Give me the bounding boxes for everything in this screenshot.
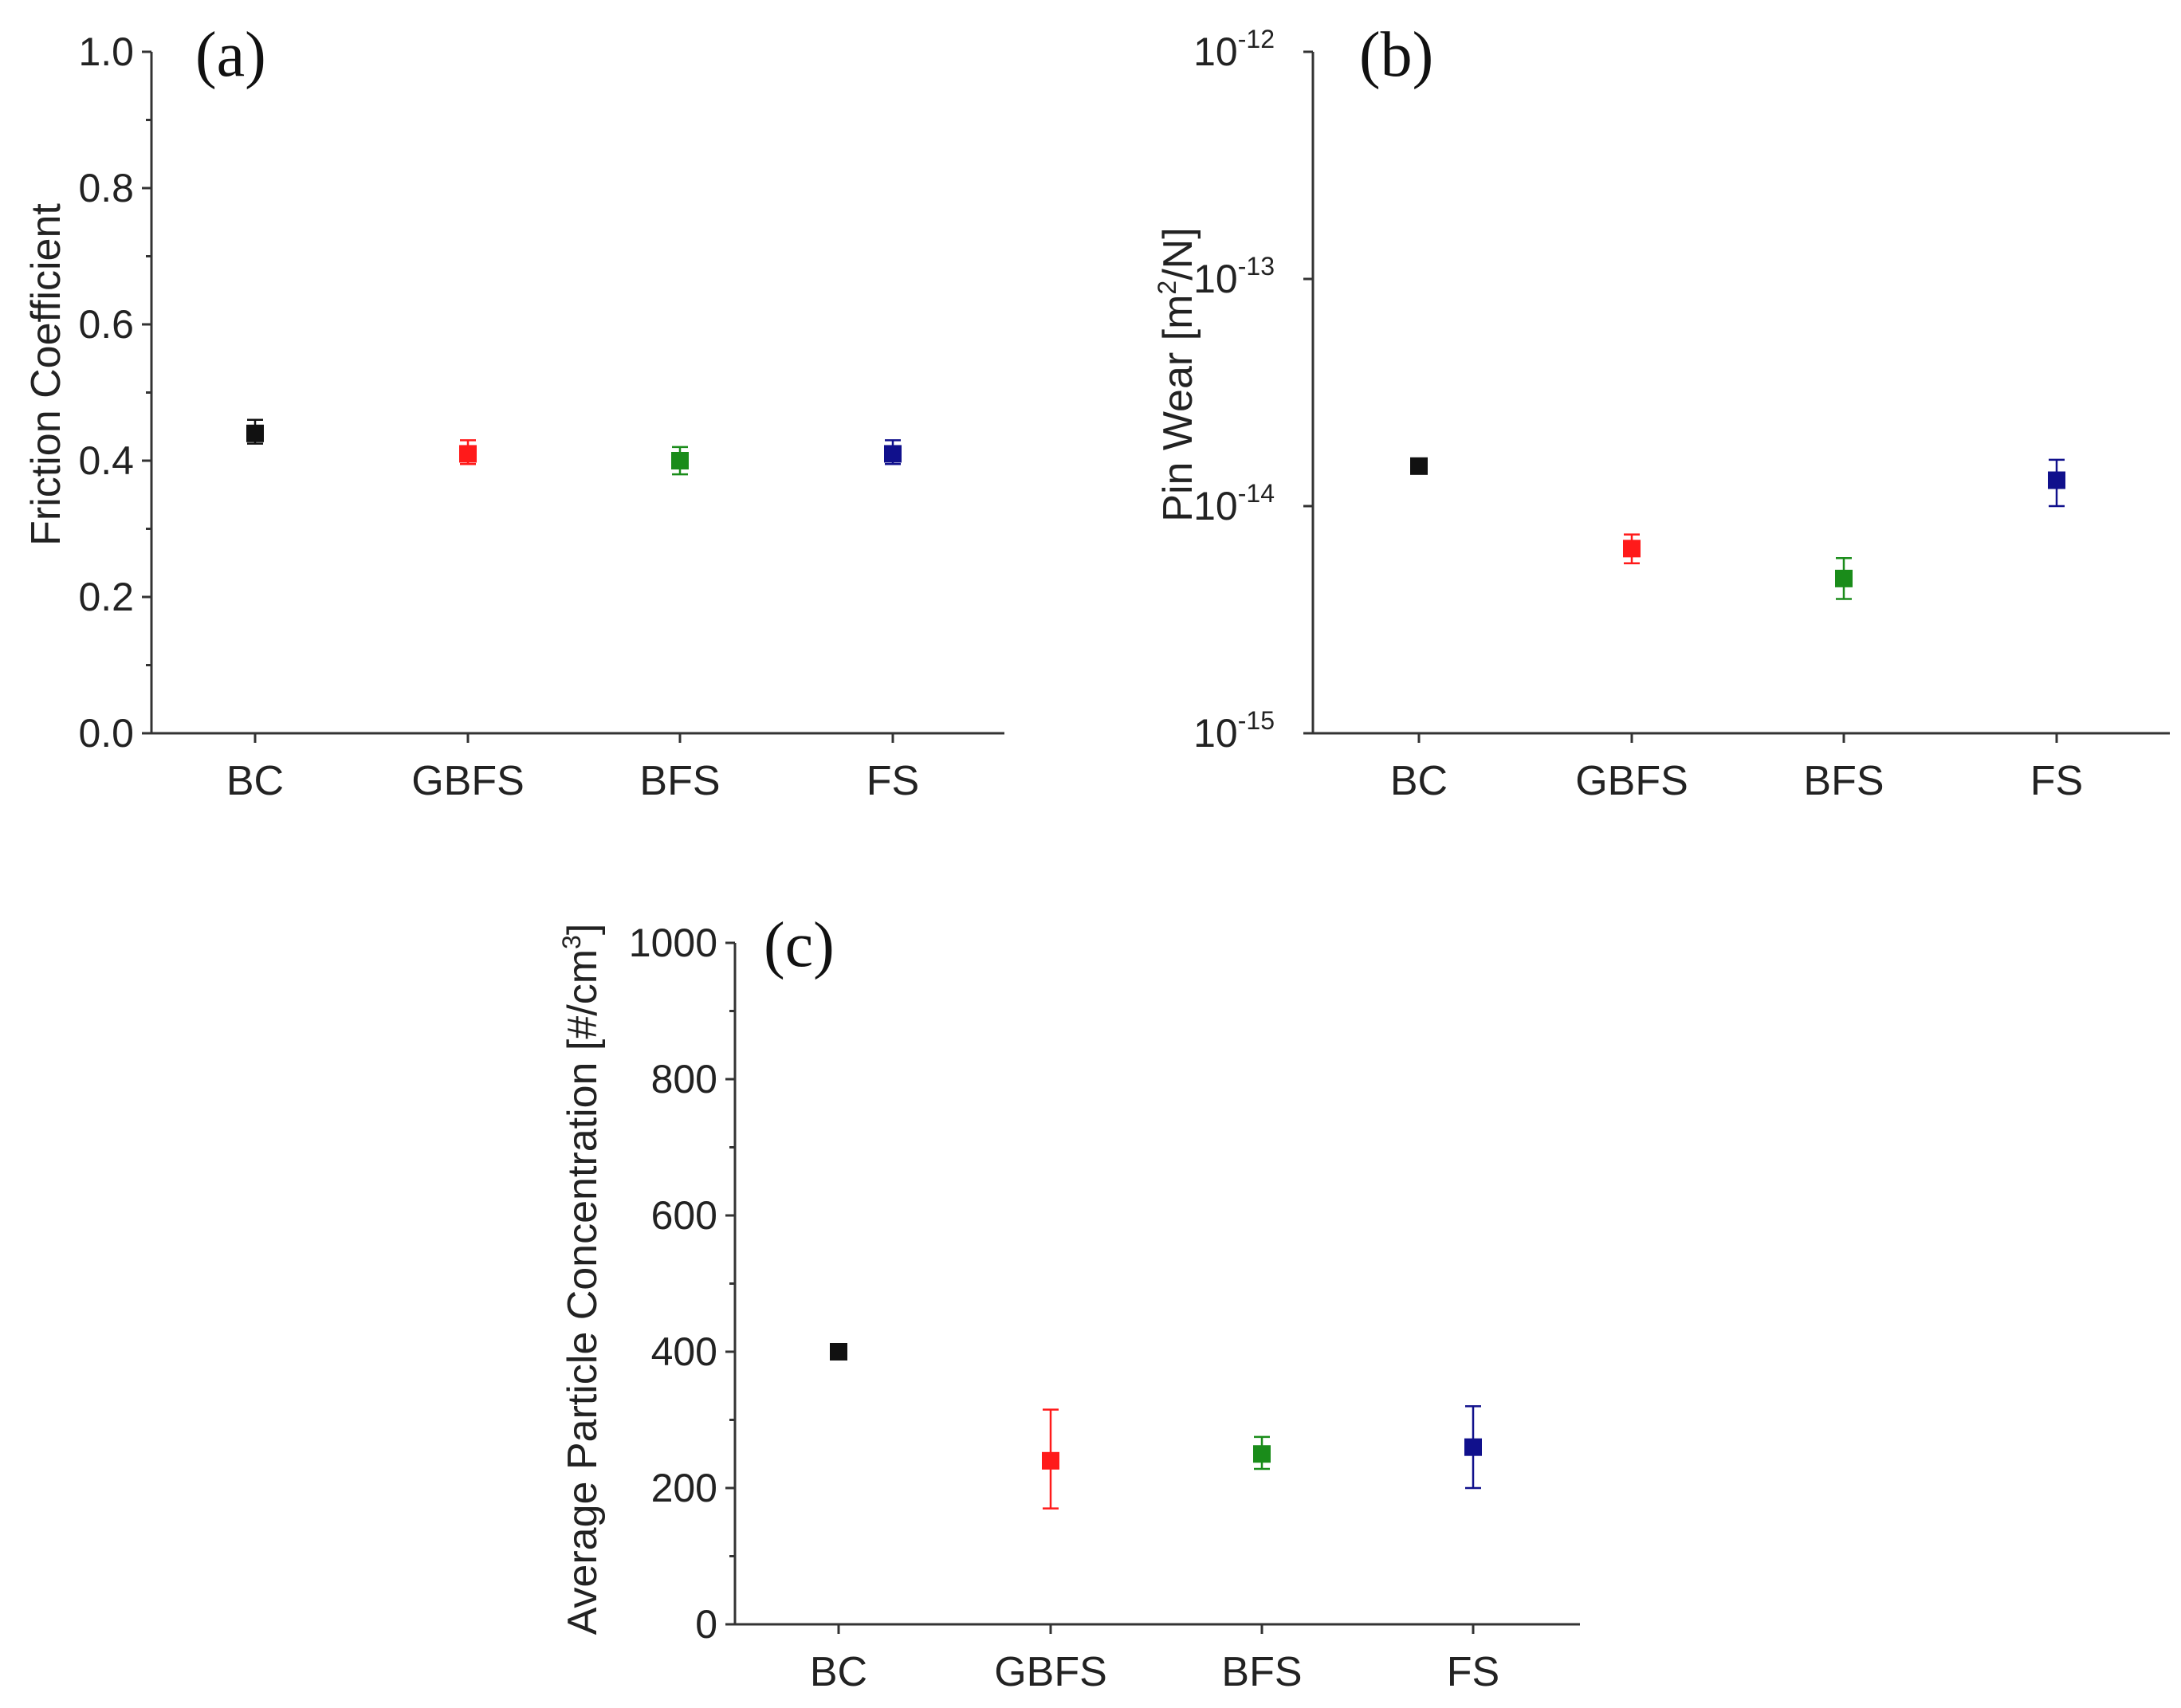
panel-c-y-tick-label: 800	[651, 1057, 717, 1101]
panel-c-point-bc	[830, 1343, 847, 1361]
panel-a-y-tick-label: 1.0	[78, 29, 134, 74]
panel-a-y-tick-label: 0.2	[78, 575, 134, 619]
panel-c-category-label: BFS	[1221, 1649, 1302, 1695]
panel-c-category-label: FS	[1447, 1649, 1499, 1695]
panel-b-category-label: BFS	[1803, 758, 1884, 804]
panel-b-y-axis-title-sup: 2	[1153, 281, 1181, 295]
panel-c-point-gbfs	[1042, 1451, 1059, 1470]
panel-c-particle-concentration-chart: (c) Average Particle Concentration [#/cm…	[557, 910, 1580, 1695]
panel-c-x-categories: BC GBFS BFS FS	[810, 1624, 1499, 1695]
panel-c-category-label: GBFS	[994, 1649, 1107, 1695]
panel-c-data-points	[830, 1343, 1482, 1510]
panel-c-point-bfs	[1253, 1445, 1271, 1463]
panel-b-y-tick-base: 10	[1193, 257, 1238, 301]
panel-a-y-tick-label: 0.4	[78, 438, 134, 483]
panel-b-y-tick-base: 10	[1193, 711, 1238, 756]
panel-c-y-tick-label: 600	[651, 1193, 717, 1238]
panel-b-label: (b)	[1359, 20, 1433, 90]
panel-a-category-label: BFS	[639, 758, 720, 804]
panel-a-category-label: BC	[226, 758, 284, 804]
panel-b-y-tick-exponent: -13	[1238, 252, 1275, 281]
panel-b-x-categories: BC GBFS BFS FS	[1390, 733, 2083, 804]
panel-b-category-label: FS	[2030, 758, 2083, 804]
panel-a-data-points	[246, 418, 902, 476]
panel-a-point-bfs	[671, 452, 689, 469]
panel-a-point-fs	[884, 445, 902, 463]
panel-c-y-tick-label: 1000	[629, 921, 717, 965]
panel-b-pin-wear-chart: (b) Pin Wear [m2/N] 10-1510-1410-1310-12…	[1153, 20, 2170, 804]
panel-a-y-axis-title: Friction Coefficient	[23, 203, 69, 546]
panel-c-label: (c)	[764, 910, 835, 980]
panel-b-y-axis-title-tail: /N]	[1155, 227, 1201, 280]
panel-b-y-tick-exponent: -12	[1238, 25, 1275, 53]
panel-c-y-axis-title-main: Average Particle Concentration [#/cm	[560, 949, 606, 1635]
panel-c-y-tick-label: 400	[651, 1329, 717, 1374]
panel-b-y-axis-title-main: Pin Wear [m	[1155, 295, 1201, 522]
panel-b-y-tick-base: 10	[1193, 29, 1238, 74]
panel-c-y-ticks: 0 200 400 600 800 1000	[629, 921, 735, 1647]
panel-b-point-fs	[2048, 471, 2065, 489]
panel-b-y-tick-exponent: -14	[1238, 479, 1275, 508]
panel-b-y-tick-label: 10-13	[1193, 252, 1275, 301]
panel-b-y-tick-label: 10-14	[1193, 479, 1275, 528]
panel-c-category-label: BC	[810, 1649, 867, 1695]
panel-b-data-points	[1410, 457, 2065, 600]
panel-a-friction-chart: (a) Friction Coefficient 0.0 0.2 0.4 0.6 0.8…	[23, 20, 1004, 804]
panel-b-y-tick-label: 10-12	[1193, 25, 1275, 74]
panel-c-y-axis-title-sup: 3	[557, 935, 586, 949]
panel-b-category-label: GBFS	[1575, 758, 1688, 804]
panel-c-y-axis-title: Average Particle Concentration [#/cm3]	[557, 924, 606, 1635]
panel-a-category-label: FS	[867, 758, 919, 804]
panel-b-point-gbfs	[1623, 540, 1641, 558]
panel-a-point-bc	[246, 424, 264, 442]
panel-a-category-label: GBFS	[411, 758, 525, 804]
panel-a-point-gbfs	[459, 445, 477, 463]
panel-b-y-tick-label: 10-15	[1193, 706, 1275, 756]
panel-c-point-fs	[1464, 1438, 1482, 1456]
panel-a-y-ticks: 0.0 0.2 0.4 0.6 0.8 1.0	[78, 29, 151, 756]
panel-a-x-categories: BC GBFS BFS FS	[226, 733, 919, 804]
panel-b-point-bc	[1410, 457, 1428, 475]
panel-c-y-tick-label: 0	[695, 1602, 717, 1647]
panel-a-y-tick-label: 0.0	[78, 711, 134, 756]
panel-c-y-tick-label: 200	[651, 1466, 717, 1510]
panel-c-y-axis-title-tail: ]	[560, 924, 606, 935]
panel-b-y-tick-base: 10	[1193, 484, 1238, 528]
panel-a-y-tick-label: 0.8	[78, 166, 134, 210]
panel-b-y-axis-title: Pin Wear [m2/N]	[1153, 227, 1201, 521]
panel-b-y-tick-exponent: -15	[1238, 706, 1275, 735]
panel-b-category-label: BC	[1390, 758, 1448, 804]
panel-a-y-tick-label: 0.6	[78, 302, 134, 347]
panel-a-label: (a)	[195, 20, 266, 90]
panel-b-point-bfs	[1835, 569, 1853, 587]
